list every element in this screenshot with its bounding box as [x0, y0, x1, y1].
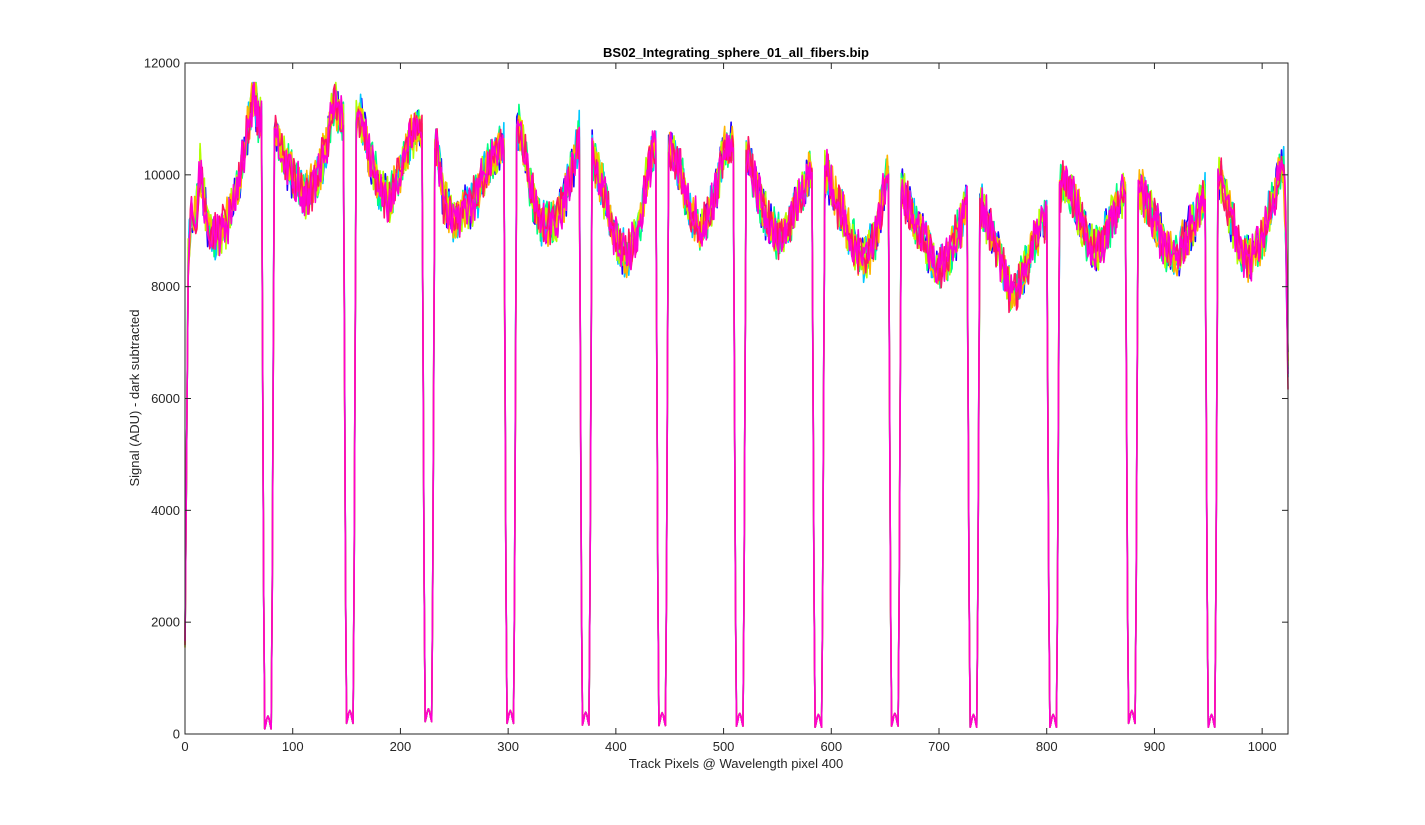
x-tick-label-800: 800	[1036, 739, 1058, 754]
y-tick-label-2000: 2000	[151, 615, 180, 630]
x-tick-label-200: 200	[390, 739, 412, 754]
x-tick-label-300: 300	[497, 739, 519, 754]
x-tick-label-600: 600	[820, 739, 842, 754]
y-tick-label-8000: 8000	[151, 279, 180, 294]
y-tick-label-0: 0	[173, 727, 180, 742]
x-tick-label-500: 500	[713, 739, 735, 754]
x-tick-label-100: 100	[282, 739, 304, 754]
y-tick-label-6000: 6000	[151, 391, 180, 406]
x-tick-label-900: 900	[1144, 739, 1166, 754]
series-line-7	[184, 81, 1289, 730]
y-tick-label-4000: 4000	[151, 503, 180, 518]
x-tick-label-700: 700	[928, 739, 950, 754]
x-tick-label-0: 0	[181, 739, 188, 754]
x-axis-ticks: 0 100 200 300 400 500 600 700 800 900 1000	[181, 63, 1277, 754]
plot-lines	[184, 81, 1289, 730]
y-axis-ticks: 0 2000 4000 6000 8000 10000 12000	[144, 56, 1288, 742]
y-tick-label-12000: 12000	[144, 56, 180, 71]
x-axis-label: Track Pixels @ Wavelength pixel 400	[629, 756, 844, 771]
y-axis-label: Signal (ADU) - dark subtracted	[127, 309, 142, 486]
chart-title: BS02_Integrating_sphere_01_all_fibers.bi…	[603, 45, 869, 60]
y-tick-label-10000: 10000	[144, 167, 180, 182]
x-tick-label-400: 400	[605, 739, 627, 754]
x-tick-label-1000: 1000	[1248, 739, 1277, 754]
